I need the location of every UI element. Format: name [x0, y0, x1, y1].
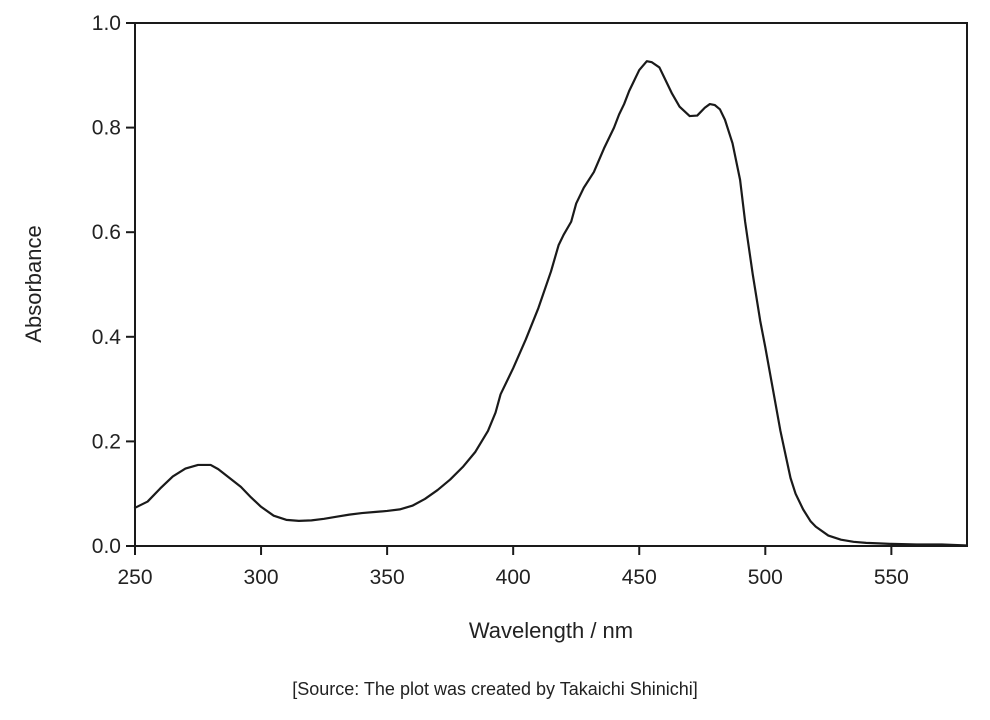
- y-tick-label: 0.2: [92, 430, 121, 453]
- absorbance-spectrum-line: [133, 60, 969, 547]
- y-tick-label: 0.8: [92, 117, 121, 140]
- x-tick-label: 450: [622, 566, 657, 589]
- x-axis-title: Wavelength / nm: [469, 618, 633, 643]
- x-tick-label: 400: [496, 566, 531, 589]
- x-tick-label: 250: [117, 566, 152, 589]
- series-layer: [133, 60, 969, 547]
- x-tick-label: 300: [244, 566, 279, 589]
- y-axis-ticks: 0.0 0.2 0.4 0.6 0.8 1.0: [92, 12, 135, 558]
- x-axis-ticks: 250 300 350 400 450 500 550: [117, 546, 909, 589]
- y-tick-label: 1.0: [92, 12, 121, 35]
- x-tick-label: 550: [874, 566, 909, 589]
- y-tick-label: 0.6: [92, 221, 121, 244]
- x-tick-label: 500: [748, 566, 783, 589]
- y-axis-title: Absorbance: [21, 225, 46, 342]
- x-tick-label: 350: [370, 566, 405, 589]
- y-tick-label: 0.4: [92, 326, 122, 349]
- plot-area-frame: [134, 22, 968, 547]
- y-tick-label: 0.0: [92, 535, 121, 558]
- source-caption: [Source: The plot was created by Takaich…: [292, 679, 698, 699]
